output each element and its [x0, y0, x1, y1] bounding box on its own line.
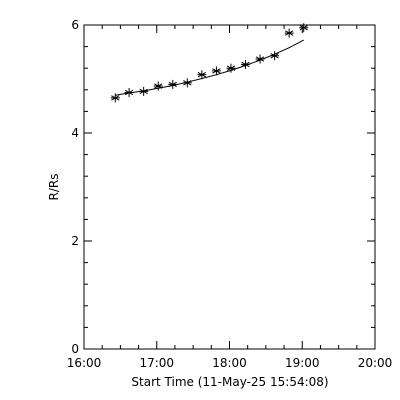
data-point: [226, 63, 236, 73]
x-tick-label: 16:00: [67, 356, 102, 370]
data-point: [270, 51, 280, 61]
y-tick-label: 0: [71, 342, 79, 356]
data-point: [139, 86, 149, 96]
y-axis-title: R/Rs: [47, 174, 61, 201]
data-points: [110, 23, 309, 103]
x-tick-label: 19:00: [285, 356, 320, 370]
plot-frame: [83, 24, 376, 350]
data-point: [197, 70, 207, 80]
data-point: [284, 28, 294, 38]
y-tick-label: 2: [71, 234, 79, 248]
data-point: [182, 78, 192, 88]
x-axis-title: Start Time (11-May-25 15:54:08): [131, 375, 328, 389]
x-tick-label: 18:00: [212, 356, 247, 370]
x-tick-label: 17:00: [139, 356, 174, 370]
data-point: [168, 79, 178, 89]
data-point: [110, 93, 120, 103]
data-point: [153, 81, 163, 91]
data-point: [255, 54, 265, 64]
y-axis-ticks: 0 2 4 6: [71, 18, 375, 356]
data-point: [299, 23, 309, 33]
y-tick-label: 4: [71, 126, 79, 140]
x-tick-label: 20:00: [358, 356, 393, 370]
y-tick-label: 6: [71, 18, 79, 32]
data-point: [124, 88, 134, 97]
data-point: [241, 59, 251, 69]
x-axis-ticks: 16:00 17:00 18:00 19:00 20:00: [67, 25, 393, 370]
data-point: [211, 66, 221, 76]
